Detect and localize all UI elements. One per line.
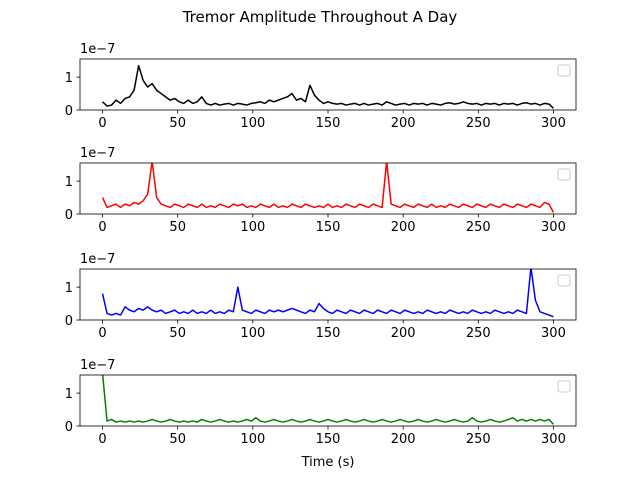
x-tick-label: 300 (541, 116, 566, 131)
legend-box (557, 380, 571, 393)
legend-box (557, 168, 571, 181)
y-tick-label: 1 (65, 71, 73, 86)
figure-title: Tremor Amplitude Throughout A Day (182, 8, 458, 26)
offset-label: 1e−7 (80, 42, 115, 57)
x-tick-label: 250 (466, 116, 491, 131)
x-tick-label: 200 (391, 326, 416, 341)
x-tick-label: 50 (169, 116, 186, 131)
x-tick-label: 250 (466, 220, 491, 235)
x-tick-label: 0 (98, 326, 106, 341)
offset-label: 1e−7 (80, 146, 115, 161)
x-tick-label: 150 (316, 432, 341, 447)
x-tick-label: 100 (240, 432, 265, 447)
x-tick-label: 100 (240, 220, 265, 235)
legend-box (557, 64, 571, 77)
x-tick-label: 0 (98, 432, 106, 447)
y-tick-label: 0 (65, 208, 73, 223)
axes-frame (79, 374, 577, 427)
x-tick-label: 50 (169, 432, 186, 447)
x-tick-label: 0 (98, 220, 106, 235)
offset-label: 1e−7 (80, 358, 115, 373)
x-tick-label: 50 (169, 326, 186, 341)
y-tick-label: 1 (65, 175, 73, 190)
x-tick-label: 250 (466, 326, 491, 341)
x-tick-label: 200 (391, 432, 416, 447)
signal-line (102, 64, 554, 109)
y-tick-label: 1 (65, 387, 73, 402)
x-tick-label: 300 (541, 432, 566, 447)
y-tick-label: 0 (65, 420, 73, 435)
signal-line (101, 375, 555, 425)
y-tick-label: 0 (65, 104, 73, 119)
x-tick-label: 300 (541, 326, 566, 341)
x-tick-label: 250 (466, 432, 491, 447)
x-tick-label: 300 (541, 220, 566, 235)
offset-label: 1e−7 (80, 252, 115, 267)
y-tick-label: 0 (65, 314, 73, 329)
x-tick-label: 100 (240, 116, 265, 131)
x-tick-label: 200 (391, 116, 416, 131)
signal-line (101, 269, 554, 318)
y-tick-label: 1 (65, 281, 73, 296)
legend-box (557, 274, 571, 287)
x-tick-label: 150 (316, 326, 341, 341)
x-tick-label: 150 (316, 116, 341, 131)
x-tick-label: 0 (98, 116, 106, 131)
x-axis-label: Time (s) (301, 455, 355, 470)
x-tick-label: 200 (391, 220, 416, 235)
x-tick-label: 50 (169, 220, 186, 235)
signal-line (101, 163, 555, 213)
x-tick-label: 150 (316, 220, 341, 235)
x-tick-label: 100 (240, 326, 265, 341)
